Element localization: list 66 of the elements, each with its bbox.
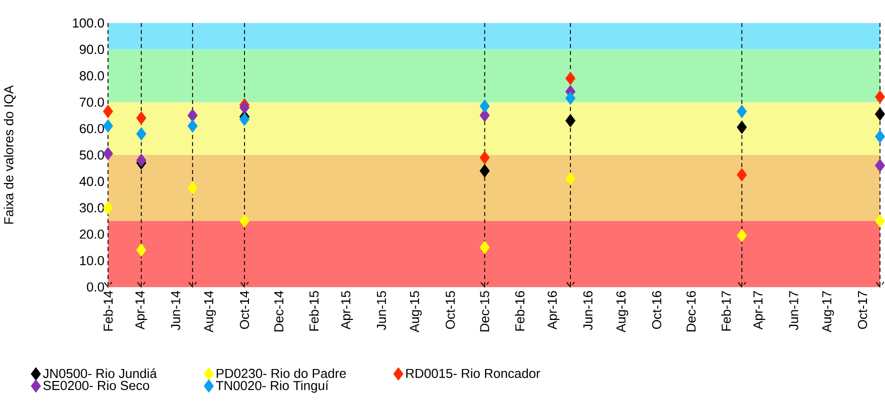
point bbox=[102, 104, 114, 118]
x-tick-label: Apr-17 bbox=[754, 291, 766, 330]
y-tick-label: 30.0 bbox=[80, 203, 104, 212]
y-axis-title: Faixa de valores do IQA bbox=[4, 85, 16, 224]
point bbox=[102, 146, 114, 160]
point bbox=[480, 150, 490, 164]
point bbox=[188, 108, 198, 122]
point bbox=[736, 168, 747, 182]
x-tick-label: Aug-16 bbox=[616, 291, 628, 332]
y-tick-label: 60.0 bbox=[80, 124, 104, 134]
point bbox=[136, 127, 146, 141]
point bbox=[565, 92, 576, 105]
y-tick-label: 0.0 bbox=[86, 282, 104, 292]
legend-label: JN0500- Rio Jundiá bbox=[42, 368, 157, 378]
point bbox=[136, 111, 146, 125]
point bbox=[736, 120, 747, 134]
legend-label: RD0015- Rio Roncador bbox=[406, 368, 540, 378]
y-tick-label: 80.0 bbox=[80, 71, 104, 80]
x-tick-label: Oct-15 bbox=[446, 291, 455, 329]
point bbox=[736, 104, 747, 118]
x-tick-label: Feb-14 bbox=[103, 290, 113, 331]
x-tick-label: Jun-16 bbox=[583, 291, 592, 330]
x-tick-label: Feb-17 bbox=[721, 291, 731, 331]
x-tick-label: Aug-17 bbox=[822, 291, 834, 332]
point bbox=[239, 100, 250, 114]
legend-label: PD0230- Rio do Padre bbox=[216, 368, 346, 378]
point bbox=[102, 201, 114, 214]
y-tick-label: 100.0 bbox=[72, 18, 104, 28]
x-tick-label: Dec-16 bbox=[686, 291, 696, 332]
y-tick-label: 10.0 bbox=[80, 256, 104, 266]
x-tick-label: Oct-14 bbox=[240, 290, 250, 329]
point bbox=[102, 119, 114, 133]
x-tick-label: Jun-14 bbox=[171, 290, 180, 330]
point bbox=[480, 164, 490, 178]
x-tick-label: Dec-14 bbox=[274, 290, 284, 332]
y-tick-label: 40.0 bbox=[79, 176, 104, 186]
x-tick-label: Feb-16 bbox=[514, 291, 524, 331]
x-tick-label: Oct-16 bbox=[652, 291, 662, 329]
point bbox=[480, 240, 490, 254]
point bbox=[565, 172, 576, 186]
point bbox=[188, 119, 198, 133]
point bbox=[188, 181, 198, 195]
point bbox=[736, 228, 747, 242]
x-tick-label: Jun-17 bbox=[789, 291, 798, 330]
y-tick-label: 90.0 bbox=[80, 44, 104, 54]
point bbox=[136, 154, 146, 167]
point bbox=[136, 243, 146, 257]
point bbox=[239, 214, 250, 228]
x-tick-label: Aug-15 bbox=[410, 291, 422, 332]
y-tick-label: 20.0 bbox=[80, 230, 104, 239]
point bbox=[565, 72, 576, 86]
point bbox=[239, 112, 250, 126]
x-tick-label: Feb-15 bbox=[309, 291, 319, 331]
x-tick-label: Apr-14 bbox=[135, 290, 148, 330]
x-tick-label: Aug-14 bbox=[204, 290, 216, 332]
x-tick-label: Apr-15 bbox=[341, 291, 353, 330]
legend-label: SE0200- Rio Seco bbox=[43, 380, 150, 390]
x-tick-label: Oct-17 bbox=[858, 291, 868, 329]
x-tick-label: Jun-15 bbox=[376, 291, 386, 330]
y-tick-label: 50.0 bbox=[80, 150, 104, 160]
point bbox=[565, 114, 576, 128]
x-tick-label: Dec-15 bbox=[480, 291, 490, 332]
legend-label: TN0020- Rio Tinguí bbox=[216, 380, 329, 393]
x-tick-label: Apr-16 bbox=[548, 291, 560, 330]
point bbox=[480, 99, 490, 113]
y-tick-label: 70.0 bbox=[80, 98, 104, 107]
